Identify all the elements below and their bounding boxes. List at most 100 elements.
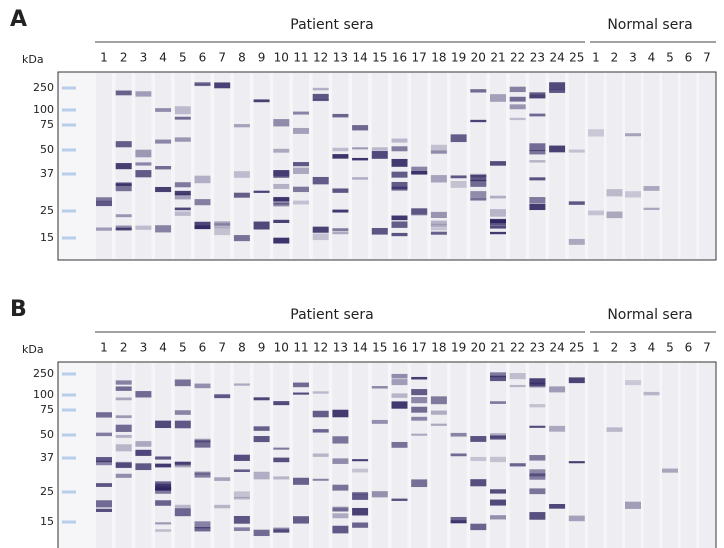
band [509, 117, 526, 121]
band [96, 412, 112, 418]
band [430, 175, 447, 183]
band [293, 477, 309, 485]
band [529, 113, 546, 117]
lane-number: 7 [703, 51, 711, 65]
lane-number: 15 [372, 341, 387, 355]
band [293, 127, 309, 134]
band [115, 397, 132, 401]
lane-number: 15 [372, 51, 387, 65]
band [391, 232, 408, 237]
band [411, 208, 428, 215]
lane [588, 363, 604, 548]
band [529, 94, 546, 99]
band [430, 423, 447, 426]
band [233, 383, 250, 386]
marker-label: 25 [40, 204, 54, 217]
band [529, 177, 546, 181]
band [490, 161, 506, 166]
ladder-band [62, 86, 76, 90]
ladder-band [62, 108, 76, 112]
band [411, 406, 428, 413]
band [194, 221, 211, 230]
band [625, 191, 641, 198]
lane [549, 363, 566, 548]
band [155, 139, 172, 144]
band [549, 89, 566, 93]
ladder-band [62, 372, 76, 376]
band [529, 455, 546, 461]
band [332, 147, 349, 152]
band [312, 87, 329, 91]
band [490, 225, 506, 229]
lane [332, 73, 349, 259]
band [332, 188, 349, 193]
band [529, 197, 546, 204]
band [155, 463, 172, 468]
marker-label: 250 [33, 367, 54, 380]
lane [352, 363, 369, 548]
band [411, 479, 428, 488]
lane-number: 5 [666, 51, 674, 65]
band [411, 171, 428, 175]
band [509, 86, 526, 93]
lane-number: 24 [549, 51, 564, 65]
lane-number: 14 [352, 51, 367, 65]
band [96, 457, 112, 463]
band [470, 456, 487, 462]
unit-label: kDa [22, 343, 44, 356]
band [490, 433, 506, 439]
lane-number: 17 [412, 51, 427, 65]
band [643, 207, 660, 210]
band [96, 500, 112, 508]
band [411, 416, 428, 421]
band [253, 397, 270, 401]
band [115, 141, 132, 148]
band [273, 183, 290, 189]
band [312, 429, 329, 433]
band [490, 195, 506, 199]
band [273, 170, 290, 178]
band [214, 477, 231, 481]
band [450, 134, 467, 143]
lane [568, 363, 585, 548]
band [174, 504, 191, 509]
band [450, 516, 467, 524]
lane-number: 17 [412, 341, 427, 355]
band [155, 529, 172, 532]
band [430, 396, 447, 405]
band [450, 453, 467, 457]
band [115, 163, 132, 170]
lane [680, 73, 697, 259]
band [312, 233, 329, 241]
band [233, 192, 250, 198]
band [391, 401, 408, 409]
lane [194, 363, 211, 548]
lane-number: 12 [313, 341, 328, 355]
lane-number: 20 [471, 341, 486, 355]
band [312, 93, 329, 101]
band [549, 386, 566, 393]
band [490, 94, 506, 102]
band [115, 462, 132, 469]
band [332, 209, 349, 213]
lane [606, 73, 623, 259]
band [490, 401, 506, 404]
band [568, 377, 585, 384]
band [490, 499, 506, 506]
marker-label: 37 [40, 451, 54, 464]
lane-number: 23 [530, 51, 545, 65]
band [509, 372, 526, 380]
lane-number: 11 [293, 341, 308, 355]
lane-number: 16 [392, 51, 407, 65]
band [174, 193, 191, 200]
lane [509, 73, 526, 259]
band [115, 444, 132, 452]
band [96, 483, 112, 487]
band [194, 526, 211, 532]
marker-label: 75 [40, 118, 54, 131]
band [312, 99, 329, 102]
band [606, 211, 623, 219]
band [174, 379, 191, 387]
band [332, 513, 349, 519]
